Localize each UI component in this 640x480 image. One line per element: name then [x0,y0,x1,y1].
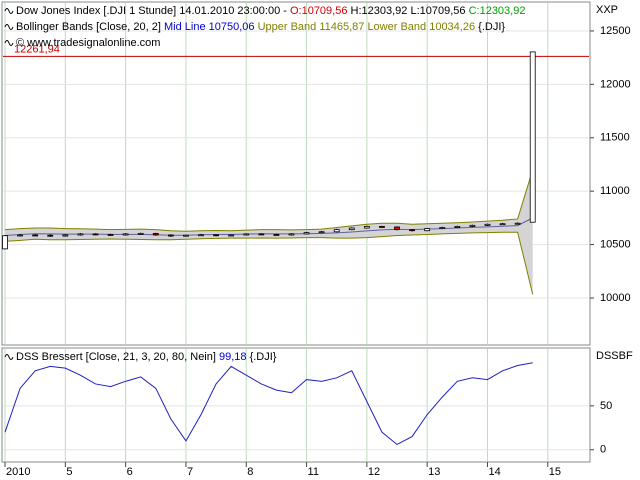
candle-body [469,224,476,227]
candle-body [243,233,250,236]
y-axis-unit: DSSBF [596,350,633,362]
candle-body [183,234,189,237]
y-tick-label: 11000 [600,185,630,197]
header-text: O:10709,56 [290,5,348,17]
header-icon [4,354,14,360]
candle-body [499,223,506,226]
band-fill [5,169,533,295]
band-line [4,169,534,232]
candle-body [152,232,159,236]
x-tick-label: 8 [247,466,253,478]
header-text: {.DJI} [478,21,505,33]
candle-body [484,223,491,226]
y-tick-label: 10500 [600,238,631,250]
candle-body [228,234,235,237]
x-tick-label: 15 [549,466,561,478]
header-text: Bollinger Bands [Close, 20, 2] [16,21,164,33]
header-text: DSS Bressert [Close, 21, 3, 20, 80, Nein… [16,351,219,363]
header-text: Upper Band 11465,87 Lower Band 10034,26 [258,21,479,33]
y-tick-label: 50 [600,400,612,412]
y-tick-label: 12000 [600,78,631,90]
reference-label: 12261,94 [14,43,60,55]
header-text: © www.tradesignalonline.com [16,37,160,49]
header-line: © www.tradesignalonline.com [16,37,160,49]
candle-body [409,229,415,232]
header-icon [4,24,14,30]
candle-body [333,229,340,233]
band-line [4,231,534,295]
candle-body [514,222,521,225]
oscillator-line [4,362,533,446]
header-icon [4,8,14,14]
y-tick-label: 12500 [600,25,631,37]
candle-body [303,232,310,235]
candle-body [122,233,129,236]
x-tick-label: 13 [428,466,440,478]
header-text: Dow Jones Index [.DJI 1 Stunde] 14.01.20… [16,5,290,17]
candle-body [198,234,204,237]
header-text: C:12303,92 [469,5,526,17]
candle-body [273,234,280,236]
candle-body [47,234,54,237]
y-axis-unit: XXP [596,4,618,16]
candle-body [77,233,84,236]
header-text: 99,18 [219,351,250,363]
x-tick-label: 6 [127,466,133,478]
candle-body [107,234,114,236]
candle-body [17,234,23,237]
candle-body [363,226,370,229]
header-icon [4,40,14,46]
x-tick-label: 7 [187,466,193,478]
candle-body [439,227,446,229]
candle-body [137,232,144,235]
candle-body [529,51,536,223]
oscillator-panel [1,347,591,463]
candle-body [288,233,295,236]
x-tick-label: 14 [488,466,500,478]
x-tick-label: 5 [66,466,72,478]
x-tick-label: 11 [308,466,319,478]
candle-body [379,226,385,228]
candle-body [348,227,355,231]
main-panel [1,1,591,346]
candle-body [318,231,325,234]
candle-body [213,234,219,237]
candle-body [394,226,400,231]
candle-body [62,234,69,237]
y-tick-label: 11500 [600,132,630,144]
header-text: Mid Line 10750,06 [164,21,258,33]
candle-body [92,233,99,236]
header-line: Dow Jones Index [.DJI 1 Stunde] 14.01.20… [16,5,525,17]
candle-body [167,234,174,237]
header-line: DSS Bressert [Close, 21, 3, 20, 80, Nein… [16,351,277,363]
header-text: {.DJI} [250,351,277,363]
x-tick-label: 12 [368,466,380,478]
header-text: H:12303,92 L:10709,56 [347,5,468,17]
x-tick-label: 2010 [6,466,30,478]
candle-body [454,226,461,228]
candle-body [32,234,39,237]
candle-body [2,235,8,250]
candle-body [424,228,431,232]
header-line: Bollinger Bands [Close, 20, 2] Mid Line … [16,21,505,33]
y-tick-label: 0 [600,444,606,456]
y-tick-label: 10000 [600,292,631,304]
candle-body [258,233,265,236]
